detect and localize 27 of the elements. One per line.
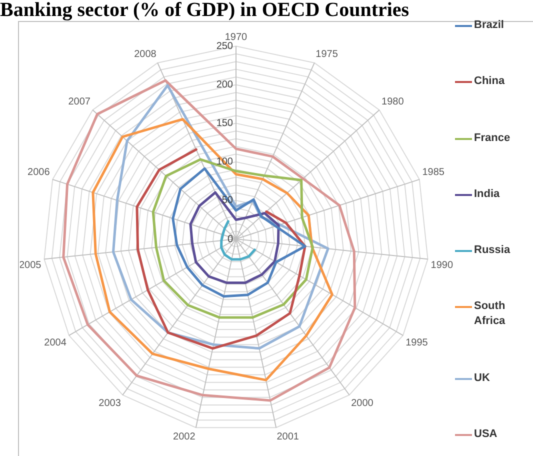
legend-label: Russia — [474, 243, 512, 258]
spoke-label: 2000 — [351, 398, 374, 410]
spoke-label: 1995 — [406, 338, 428, 349]
y-tick-label: 0 — [227, 234, 234, 245]
y-tick-label: 250 — [216, 40, 234, 52]
legend-label: India — [474, 186, 501, 202]
y-tick-label: 150 — [216, 118, 234, 130]
spoke-label: 2006 — [28, 167, 50, 178]
spoke-label: 1970 — [224, 32, 248, 43]
chart-title: Banking sector (% of GDP) in OECD Countries — [0, 0, 410, 21]
spoke-label: 1980 — [382, 96, 404, 108]
spoke-label: 2004 — [44, 338, 67, 349]
spoke-label: 2008 — [134, 48, 157, 60]
spoke-label: 2007 — [68, 96, 91, 108]
legend-label: USA — [474, 426, 498, 442]
spoke-label: 1990 — [430, 260, 454, 272]
legend-label: South Africa — [474, 299, 506, 330]
y-tick-label: 200 — [216, 79, 234, 90]
legend-label: China — [474, 74, 506, 90]
spoke-label: 1975 — [316, 48, 338, 60]
spoke-label: 2002 — [173, 431, 196, 442]
spoke-label: 1985 — [422, 167, 445, 178]
legend-label: France — [474, 130, 512, 146]
legend-label: Brazil — [474, 18, 505, 33]
spoke-label: 2003 — [98, 398, 122, 410]
legend-label: UK — [474, 370, 491, 386]
spoke-label: 2001 — [276, 431, 300, 442]
